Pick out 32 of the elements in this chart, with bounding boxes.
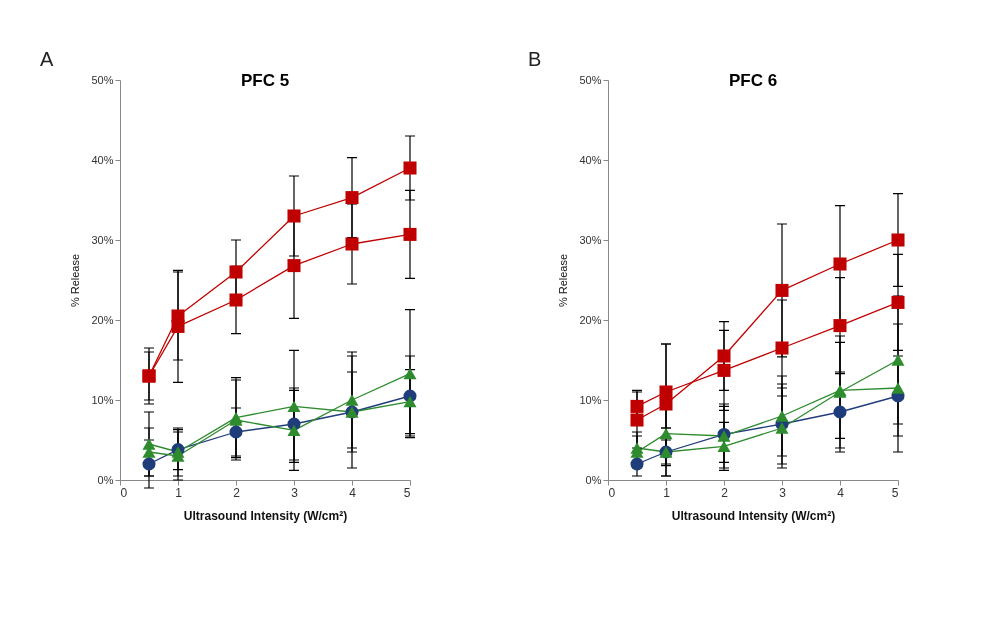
y-axis-title: % Release xyxy=(69,253,82,308)
x-axis-title: Ultrasound Intensity (W/cm²) xyxy=(671,508,836,523)
y-tick-label: 30% xyxy=(91,233,114,246)
text: B xyxy=(528,48,542,70)
y-tick-label: 10% xyxy=(579,393,602,406)
y-tick-label: 40% xyxy=(91,153,114,166)
y-tick-label: 10% xyxy=(91,393,114,406)
y-tick-label: 50% xyxy=(579,73,602,86)
y-tick-label: 0% xyxy=(585,473,602,486)
y-tick-label: 0% xyxy=(97,473,114,486)
y-tick-label: 30% xyxy=(579,233,602,246)
text: A xyxy=(40,48,54,70)
x-tick-label: 4 xyxy=(349,485,357,500)
x-tick-label: 5 xyxy=(403,485,411,500)
x-tick-label: 4 xyxy=(837,485,845,500)
x-tick-label: 1 xyxy=(175,485,183,500)
x-tick-label: 1 xyxy=(663,485,671,500)
x-tick-label: 2 xyxy=(721,485,729,500)
x-tick-label: 2 xyxy=(233,485,241,500)
x-axis-title: Ultrasound Intensity (W/cm²) xyxy=(183,508,348,523)
y-tick-label: 20% xyxy=(579,313,602,326)
y-tick-label: 50% xyxy=(91,73,114,86)
x-tick-label: 0 xyxy=(120,485,128,500)
x-tick-label: 0 xyxy=(608,485,616,500)
chart-title: PFC 6 xyxy=(728,71,778,90)
chart-title: PFC 5 xyxy=(240,71,290,90)
x-tick-label: 3 xyxy=(779,485,787,500)
y-tick-label: 20% xyxy=(91,313,114,326)
x-tick-label: 5 xyxy=(891,485,899,500)
x-tick-label: 3 xyxy=(291,485,299,500)
y-tick-label: 40% xyxy=(579,153,602,166)
y-axis-title: % Release xyxy=(557,253,570,308)
